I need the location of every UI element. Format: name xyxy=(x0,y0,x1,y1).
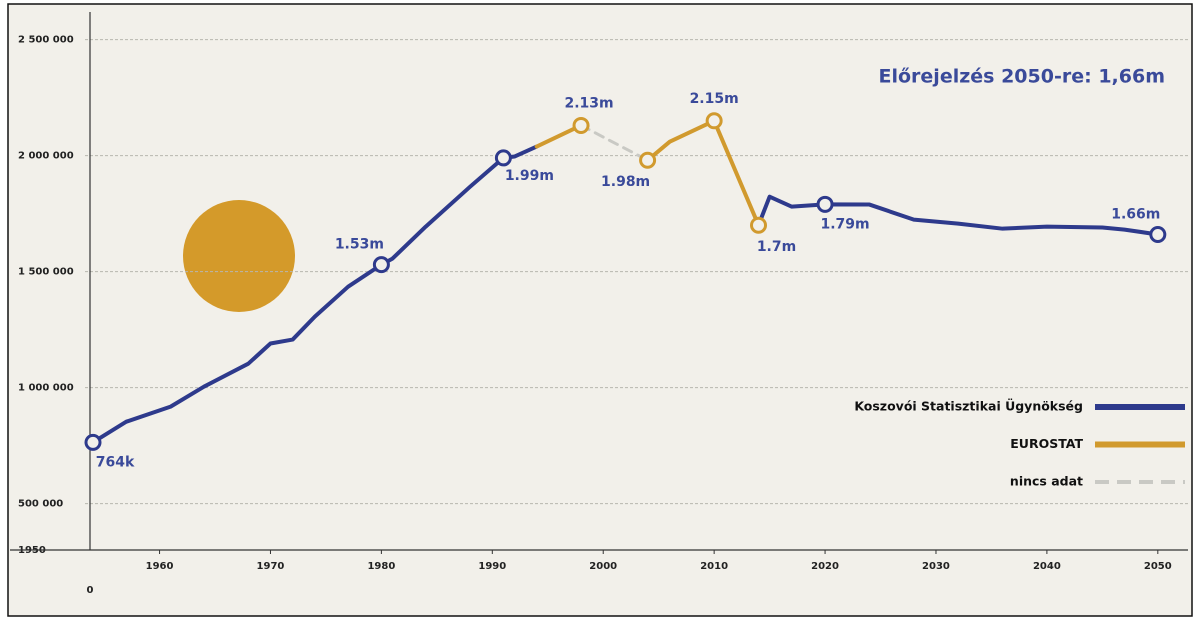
point-marker xyxy=(1149,225,1167,243)
point-marker xyxy=(84,433,102,451)
x-tick-label: 1970 xyxy=(257,561,285,572)
x-tick-label: 1980 xyxy=(367,561,395,572)
series-line xyxy=(579,123,650,162)
x-tick-label: 2040 xyxy=(1033,561,1061,572)
value-label: 1.98m xyxy=(601,174,650,190)
legend-label: Koszovói Statisztikai Ügynökség xyxy=(854,399,1083,414)
point-marker xyxy=(372,256,390,274)
plot-frame xyxy=(7,3,1193,617)
point-marker xyxy=(639,151,657,169)
x-tick-label: 2010 xyxy=(700,561,728,572)
y-tick-label: 2 000 000 xyxy=(18,151,74,162)
forecast-annotation: Előrejelzés 2050-re: 1,66m xyxy=(879,66,1166,88)
value-label: 1.99m xyxy=(505,168,554,184)
legend-label: EUROSTAT xyxy=(1010,436,1083,451)
series-line xyxy=(91,144,1160,445)
x-tick-label: 1960 xyxy=(146,561,174,572)
decorative-circle xyxy=(183,200,295,312)
x-tick-label: 2050 xyxy=(1144,561,1172,572)
point-marker xyxy=(494,149,512,167)
x-tick-label: 2030 xyxy=(922,561,950,572)
point-marker xyxy=(572,116,590,134)
legend-label: nincs adat xyxy=(1010,474,1083,489)
point-marker xyxy=(750,216,768,234)
value-label: 764k xyxy=(96,454,135,470)
value-label: 2.13m xyxy=(564,95,613,111)
point-marker xyxy=(816,195,834,213)
value-label: 1.66m xyxy=(1111,206,1160,222)
value-label: 1.7m xyxy=(757,239,796,255)
y-tick-label: 1 000 000 xyxy=(18,383,74,394)
origin-label: 0 xyxy=(87,585,94,596)
x-tick-label: 2020 xyxy=(811,561,839,572)
y-tick-label: 1 500 000 xyxy=(18,267,74,278)
x-tick-label: 1990 xyxy=(478,561,506,572)
value-label: 1.53m xyxy=(335,237,384,253)
value-label: 1.79m xyxy=(820,216,869,232)
point-marker xyxy=(705,112,723,130)
x-tick-label: 2000 xyxy=(589,561,617,572)
value-label: 2.15m xyxy=(690,91,739,107)
y-tick-label: 2 500 000 xyxy=(18,35,74,46)
y-tick-label: 500 000 xyxy=(18,499,63,510)
